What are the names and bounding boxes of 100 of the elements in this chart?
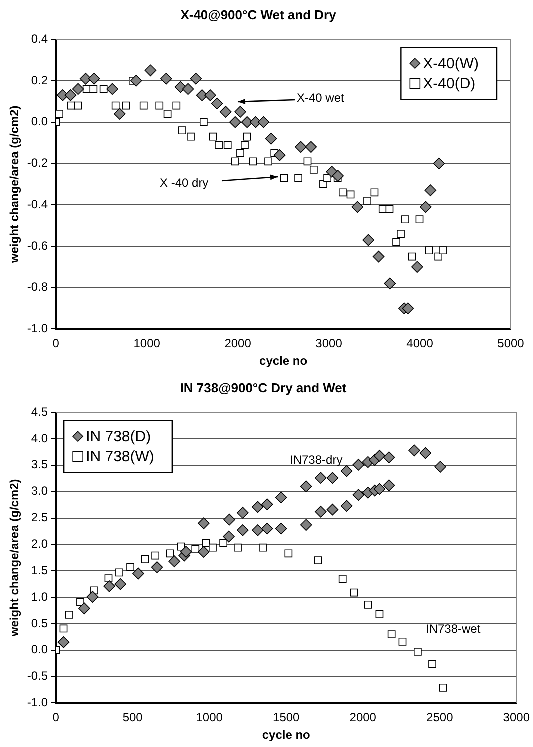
point [160, 73, 172, 85]
x-tick-label: 2000 [224, 336, 252, 351]
point [252, 501, 264, 514]
point [224, 514, 236, 526]
point [374, 450, 386, 462]
x-tick-label: 1000 [134, 336, 161, 351]
x-axis-title: cycle no [262, 728, 310, 742]
point [338, 575, 347, 583]
point [265, 132, 278, 145]
point [140, 102, 148, 110]
point [249, 158, 258, 166]
point [398, 638, 407, 646]
annotation: IN738-dry [290, 452, 343, 468]
point [274, 150, 286, 162]
x-tick-label: 0 [52, 336, 60, 351]
chart-title: X-40@900°C Wet and Dry [180, 7, 338, 22]
point [141, 556, 150, 564]
chart-title: IN 738@900°C Dry and Wet [180, 380, 348, 396]
y-tick-label: 3.5 [31, 458, 48, 472]
y-tick-label: 1.5 [31, 563, 48, 578]
point [428, 660, 436, 668]
point [215, 141, 223, 150]
point [78, 602, 90, 615]
point [126, 563, 134, 572]
point [414, 648, 422, 656]
point [112, 102, 120, 110]
point [408, 252, 416, 261]
point [114, 578, 126, 590]
point [383, 480, 396, 492]
point [376, 610, 384, 618]
y-tick-label: -1.0 [27, 322, 48, 336]
point [275, 492, 288, 504]
point [56, 110, 64, 118]
point [261, 522, 274, 535]
x-tick-label: 500 [122, 710, 144, 725]
point [74, 102, 82, 110]
point [326, 504, 339, 516]
point [304, 158, 312, 166]
y-tick-label: -0.5 [27, 669, 48, 684]
point [397, 230, 405, 238]
point [114, 108, 126, 120]
point [332, 170, 344, 182]
point [346, 190, 355, 199]
point [374, 483, 386, 496]
legend-label: X-40(W) [423, 56, 480, 73]
point [202, 539, 210, 548]
y-tick-label: 4.0 [31, 431, 48, 446]
point [408, 444, 420, 457]
point [156, 102, 164, 110]
point [300, 519, 312, 532]
point [220, 106, 232, 118]
point [192, 546, 200, 554]
point [66, 611, 74, 619]
point [237, 524, 249, 536]
point [261, 498, 274, 510]
y-tick-label: 3.0 [31, 484, 48, 498]
y-tick-label: 0.4 [31, 32, 48, 46]
y-tick-label: -0.2 [27, 156, 48, 170]
point [264, 158, 272, 166]
point [88, 73, 100, 85]
point [305, 141, 318, 154]
point [252, 524, 264, 536]
point [116, 568, 124, 577]
point [174, 81, 187, 94]
point [122, 102, 130, 110]
y-axis-title: weight change/area (g/cm2) [8, 479, 22, 638]
point [314, 556, 322, 564]
x-axis-title: cycle no [260, 354, 308, 368]
point [209, 132, 218, 141]
point [420, 447, 432, 460]
y-tick-label: 2.5 [31, 510, 48, 525]
legend-label: X-40(D) [423, 76, 476, 93]
point [100, 85, 108, 94]
legend-label: IN 738(W) [86, 448, 154, 466]
point [439, 684, 448, 692]
x-tick-label: 5000 [498, 336, 525, 351]
point [388, 630, 396, 638]
point [204, 90, 216, 102]
point [364, 600, 372, 609]
annotation: IN738-wet [426, 621, 481, 637]
point [172, 102, 181, 110]
point [402, 302, 414, 314]
point [234, 106, 246, 118]
point [64, 90, 77, 102]
point [362, 234, 374, 246]
y-tick-label: 0.0 [31, 114, 48, 129]
point [132, 568, 144, 580]
point [433, 158, 446, 170]
x-tick-label: 2000 [350, 710, 377, 725]
y-tick-label: 0.5 [31, 616, 48, 630]
point [231, 158, 240, 166]
point [310, 166, 318, 174]
point [315, 472, 327, 484]
point [439, 246, 447, 255]
y-tick-label: 4.5 [31, 404, 48, 419]
point [340, 500, 353, 512]
point [104, 574, 113, 582]
point [259, 544, 267, 552]
point [168, 556, 180, 568]
x-tick-label: 2500 [426, 710, 454, 725]
